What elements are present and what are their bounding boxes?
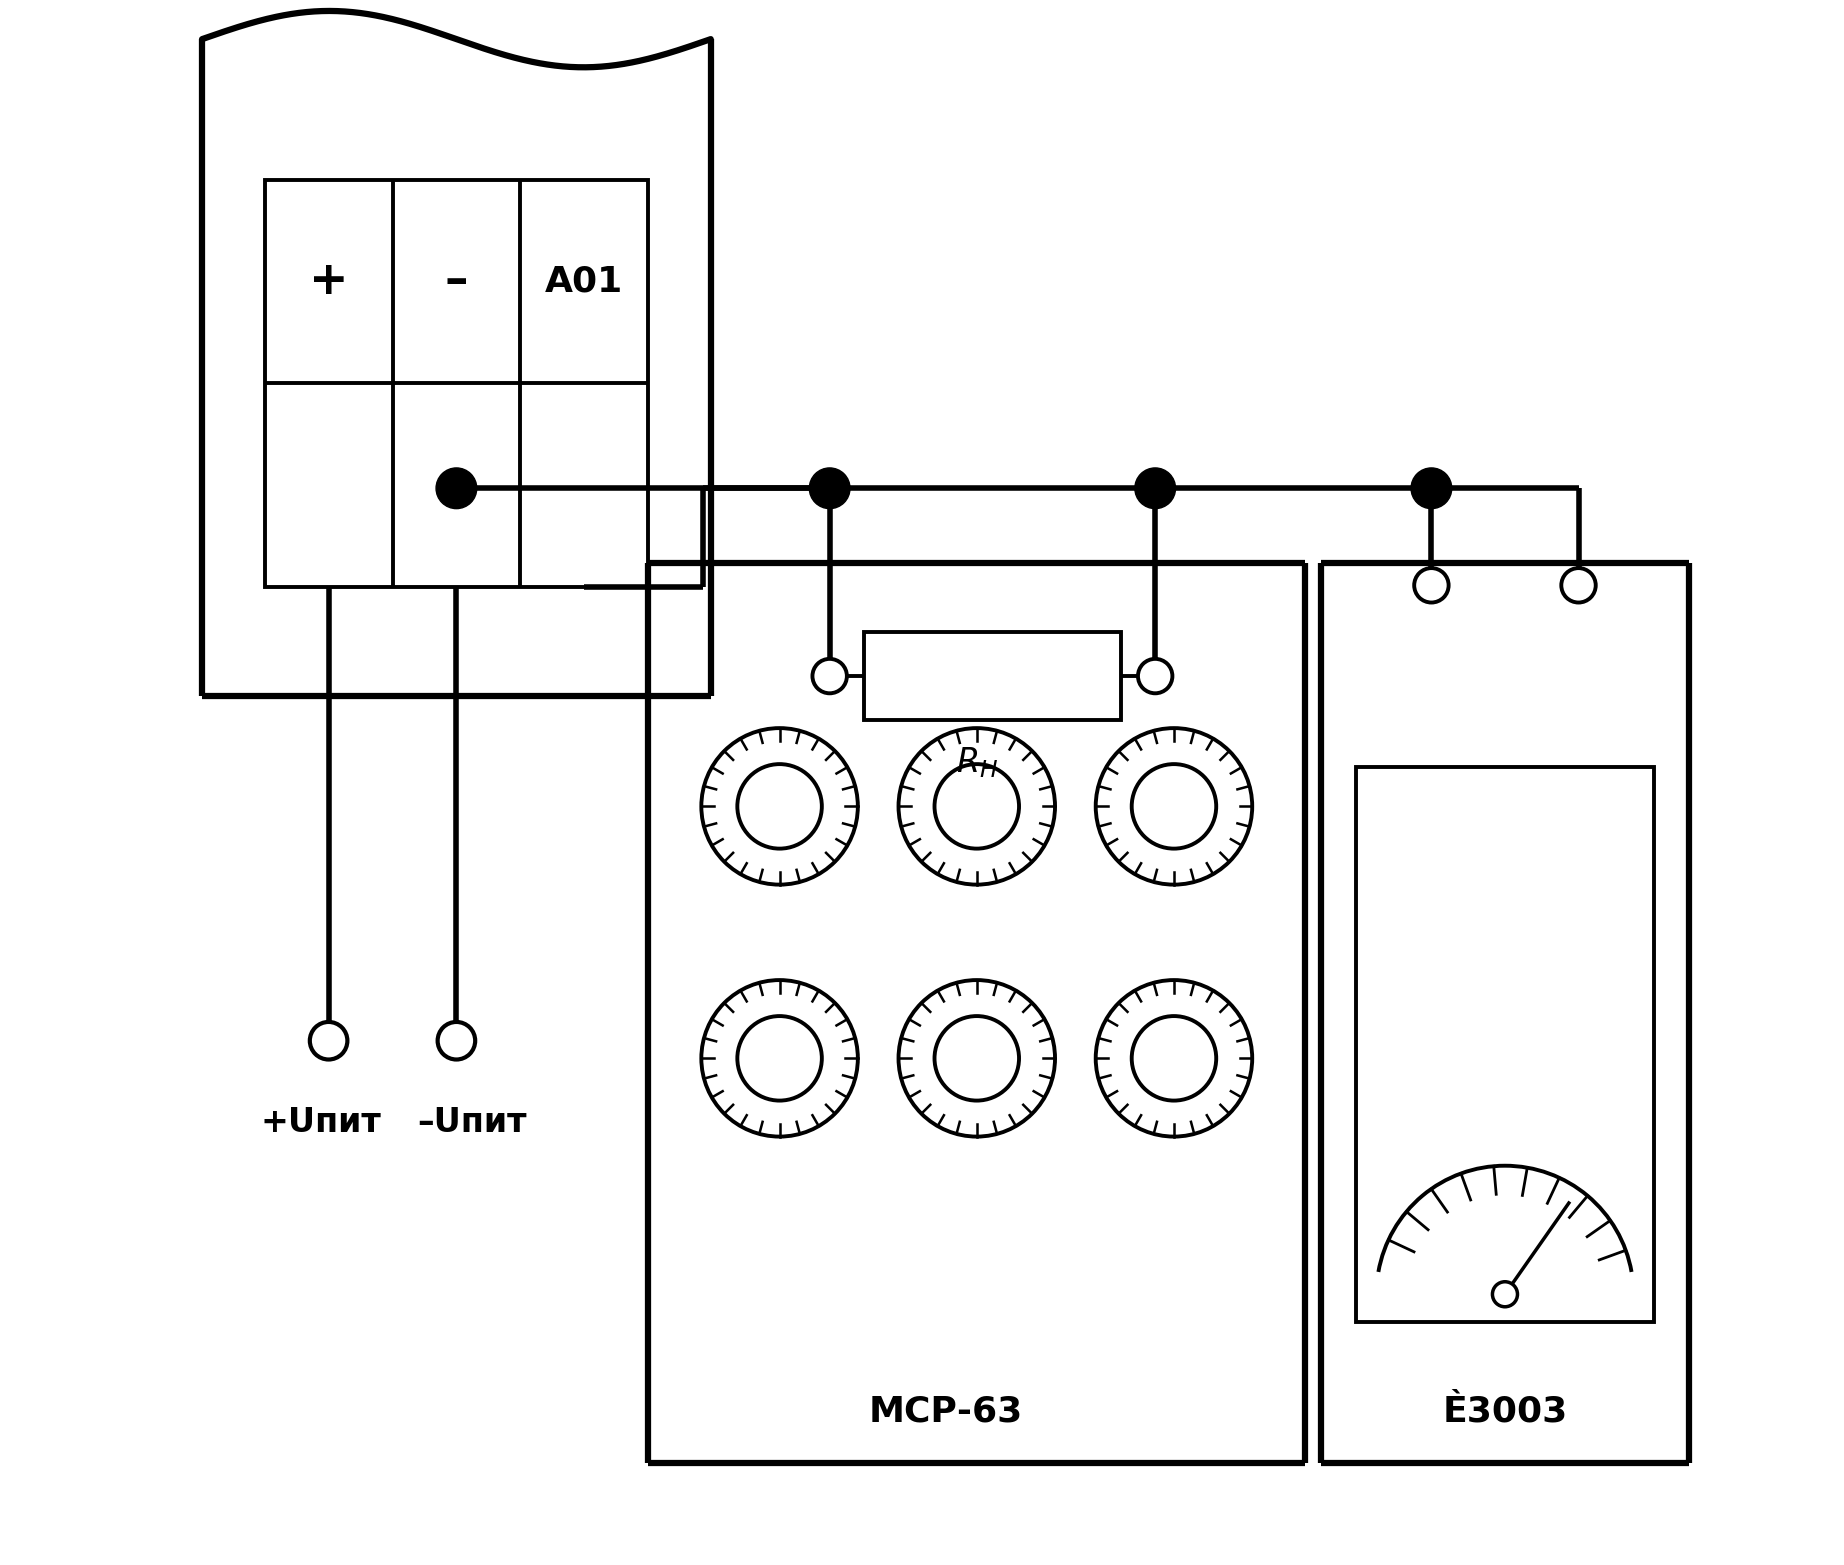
Circle shape bbox=[738, 1016, 822, 1100]
Circle shape bbox=[898, 728, 1055, 884]
Circle shape bbox=[935, 764, 1020, 848]
Text: –: – bbox=[444, 260, 468, 304]
Text: –Uпит: –Uпит bbox=[417, 1106, 527, 1139]
Circle shape bbox=[1095, 980, 1252, 1136]
Circle shape bbox=[1095, 728, 1252, 884]
Bar bbox=[865, 632, 1121, 720]
Circle shape bbox=[1132, 1016, 1217, 1100]
Circle shape bbox=[898, 980, 1055, 1136]
Circle shape bbox=[1134, 468, 1175, 509]
Circle shape bbox=[935, 1016, 1020, 1100]
Circle shape bbox=[310, 1022, 347, 1060]
Circle shape bbox=[701, 728, 857, 884]
Circle shape bbox=[1411, 468, 1451, 509]
Circle shape bbox=[701, 980, 857, 1136]
Circle shape bbox=[437, 1022, 476, 1060]
Circle shape bbox=[1138, 659, 1173, 693]
Text: +: + bbox=[308, 260, 349, 304]
Circle shape bbox=[813, 659, 846, 693]
Text: A01: A01 bbox=[546, 264, 623, 299]
Circle shape bbox=[1132, 764, 1217, 848]
Text: $R_H$: $R_H$ bbox=[955, 745, 998, 779]
Text: Ѐ3003: Ѐ3003 bbox=[1442, 1394, 1567, 1429]
Circle shape bbox=[1562, 568, 1595, 603]
Text: +Uпит: +Uпит bbox=[260, 1106, 382, 1139]
Circle shape bbox=[738, 764, 822, 848]
Circle shape bbox=[1414, 568, 1449, 603]
Bar bbox=[1355, 767, 1654, 1322]
Circle shape bbox=[810, 468, 850, 509]
Circle shape bbox=[1492, 1282, 1518, 1307]
Circle shape bbox=[435, 468, 478, 509]
Bar bbox=[266, 180, 647, 587]
Text: МСР-63: МСР-63 bbox=[869, 1394, 1023, 1429]
